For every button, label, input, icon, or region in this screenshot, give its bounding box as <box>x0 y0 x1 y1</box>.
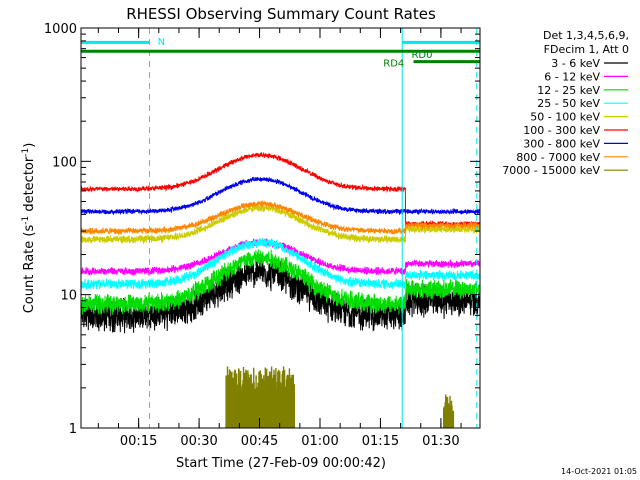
series-line-4 <box>80 237 481 290</box>
legend-label-6: 100 - 300 keV <box>523 124 600 137</box>
legend-label-2: 6 - 12 keV <box>544 70 600 83</box>
y-axis-title-mid: detector <box>22 156 37 216</box>
footer-timestamp: 14-Oct-2021 01:05 <box>561 467 637 476</box>
series-line-8 <box>80 200 481 236</box>
x-tick-label-5: 01:15 <box>362 434 399 449</box>
y-tick-label-1: 1 <box>69 422 77 437</box>
y-axis-title-sup2: -1 <box>21 148 31 157</box>
x-tick-label-1: 00:15 <box>120 434 157 449</box>
axis-layer: 00:15 00:30 00:45 01:00 01:15 01:30 1 10 100 1000 <box>44 22 480 449</box>
y-axis-title: Count Rate (s-1 detector-1) <box>21 143 37 314</box>
y-axis-title-sup1: -1 <box>21 216 31 225</box>
legend-header-line-2: FDecim 1, Att 0 <box>544 43 629 56</box>
series-line-7 <box>80 176 481 216</box>
legend-header-line-1: Det 1,3,4,5,6,9, <box>543 29 629 42</box>
y-tick-label-3: 100 <box>52 155 77 170</box>
legend-label-8: 800 - 7000 keV <box>516 151 600 164</box>
legend: Det 1,3,4,5,6,9, FDecim 1, Att 0 3 - 6 k… <box>502 29 629 177</box>
x-axis-title: Start Time (27-Feb-09 00:00:42) <box>176 456 386 471</box>
y-tick-label-4: 1000 <box>44 22 77 37</box>
flag-label-rd4: RD4 <box>383 59 404 70</box>
x-tick-label-3: 00:45 <box>241 434 278 449</box>
legend-label-1: 3 - 6 keV <box>551 57 600 70</box>
x-tick-label-2: 00:30 <box>180 434 217 449</box>
plot-frame <box>80 27 481 429</box>
marker-layer <box>149 28 478 428</box>
series-line-3 <box>80 249 481 316</box>
chart-title: RHESSI Observing Summary Count Rates <box>126 5 436 23</box>
series-line-5 <box>80 204 481 245</box>
y-axis-title-end: ) <box>22 143 37 148</box>
flag-label-rd0: RD0 <box>411 50 432 61</box>
y-axis-title-main: Count Rate (s <box>22 225 37 314</box>
legend-label-5: 50 - 100 keV <box>530 111 600 124</box>
flag-label-n: N <box>158 37 165 48</box>
y-tick-label-2: 10 <box>60 289 77 304</box>
series-layer <box>80 151 481 428</box>
legend-label-4: 25 - 50 keV <box>537 97 600 110</box>
flag-layer: N RD0 RD4 <box>81 37 480 70</box>
x-tick-label-4: 01:00 <box>301 434 338 449</box>
series-line-6 <box>80 151 481 228</box>
x-tick-label-6: 01:30 <box>422 434 459 449</box>
burst-1 <box>225 366 295 428</box>
burst-2 <box>443 394 455 428</box>
legend-label-7: 300 - 800 keV <box>523 137 600 150</box>
legend-label-9: 7000 - 15000 keV <box>502 164 600 177</box>
high-energy-bursts <box>225 366 455 428</box>
legend-label-3: 12 - 25 keV <box>537 84 600 97</box>
